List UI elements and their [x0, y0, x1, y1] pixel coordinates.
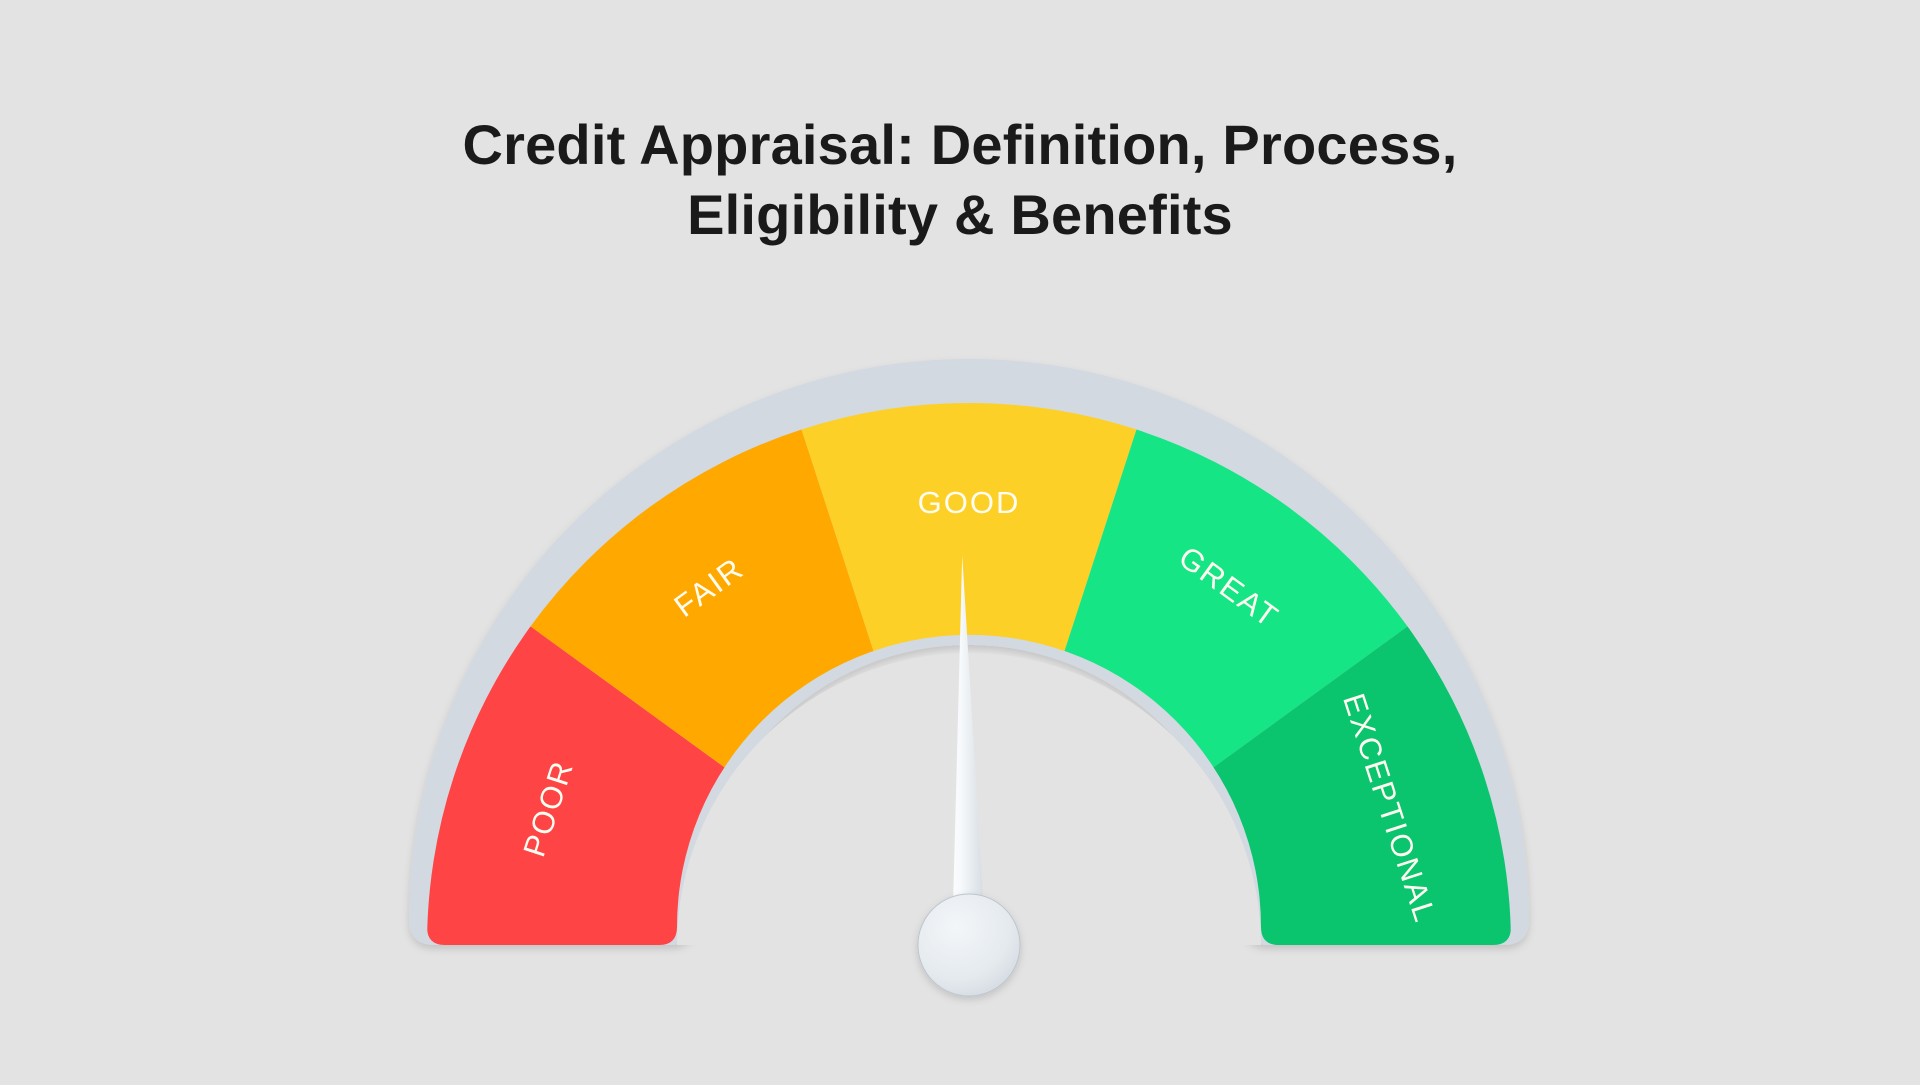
svg-text:GOOD: GOOD — [918, 485, 1021, 520]
